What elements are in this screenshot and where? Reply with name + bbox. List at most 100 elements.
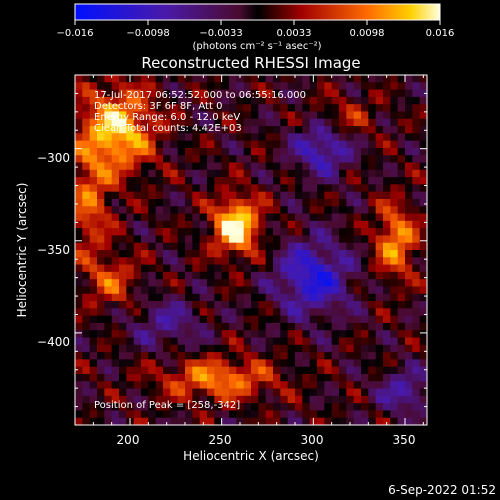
- heatmap-cell: [104, 279, 113, 287]
- heatmap-cell: [287, 373, 296, 382]
- heatmap-cell: [339, 344, 347, 353]
- heatmap-cell: [339, 213, 347, 222]
- heatmap-cell: [309, 279, 318, 287]
- heatmap-cell: [155, 293, 164, 302]
- heatmap-cell: [229, 257, 237, 265]
- heatmap-cell: [185, 344, 193, 353]
- heatmap-cell: [111, 344, 120, 353]
- heatmap-cell: [177, 359, 186, 368]
- heatmap-cell: [75, 104, 83, 112]
- heatmap-cell: [82, 250, 91, 258]
- heatmap-cell: [339, 118, 347, 127]
- heatmap-cell: [111, 96, 120, 105]
- heatmap-cell: [302, 293, 311, 302]
- heatmap-cell: [317, 366, 325, 375]
- heatmap-cell: [207, 111, 215, 120]
- heatmap-cell: [119, 162, 127, 171]
- heatmap-cell: [265, 366, 274, 375]
- heatmap-cell: [295, 264, 303, 273]
- heatmap-cell: [419, 169, 427, 178]
- heatmap-cell: [207, 330, 215, 338]
- heatmap-cell: [287, 250, 296, 258]
- heatmap-cell: [141, 359, 149, 368]
- heatmap-cell: [324, 220, 333, 229]
- heatmap-cell: [339, 155, 347, 163]
- heatmap-cell: [163, 96, 171, 105]
- heatmap-cell: [89, 403, 98, 411]
- heatmap-cell: [177, 126, 186, 134]
- heatmap-cell: [229, 250, 237, 258]
- heatmap-cell: [97, 147, 105, 156]
- heatmap-cell: [133, 417, 142, 425]
- heatmap-cell: [317, 279, 325, 287]
- heatmap-cell: [390, 301, 399, 309]
- heatmap-cell: [397, 242, 406, 251]
- heatmap-cell: [221, 213, 230, 222]
- heatmap-cell: [412, 213, 421, 222]
- heatmap-cell: [251, 293, 259, 302]
- heatmap-cell: [133, 89, 142, 98]
- heatmap-cell: [317, 191, 325, 200]
- heatmap-cell: [221, 417, 230, 425]
- heatmap-cell: [89, 250, 98, 258]
- heatmap-cell: [302, 220, 311, 229]
- heatmap-cell: [375, 198, 384, 207]
- heatmap-cell: [397, 410, 406, 419]
- heatmap-cell: [324, 250, 333, 258]
- heatmap-cell: [229, 118, 237, 127]
- heatmap-cell: [397, 315, 406, 324]
- heatmap-cell: [251, 126, 259, 134]
- heatmap-cell: [273, 264, 281, 273]
- heatmap-cell: [251, 89, 259, 98]
- heatmap-cell: [221, 155, 230, 163]
- heatmap-cell: [383, 206, 391, 214]
- heatmap-cell: [280, 337, 289, 346]
- heatmap-cell: [155, 213, 164, 222]
- heatmap-cell: [317, 133, 325, 142]
- heatmap-cell: [302, 213, 311, 222]
- heatmap-cell: [368, 198, 377, 207]
- heatmap-cell: [163, 381, 171, 389]
- heatmap-cell: [412, 133, 421, 142]
- heatmap-cell: [207, 395, 215, 404]
- heatmap-cell: [133, 337, 142, 346]
- heatmap-cell: [170, 126, 179, 134]
- heatmap-cell: [214, 198, 223, 207]
- heatmap-cell: [331, 344, 340, 353]
- heatmap-cell: [163, 169, 171, 178]
- heatmap-cell: [148, 271, 157, 280]
- heatmap-cell: [214, 403, 223, 411]
- heatmap-cell: [383, 242, 391, 251]
- heatmap-cell: [207, 344, 215, 353]
- heatmap-cell: [236, 133, 245, 142]
- heatmap-cell: [141, 184, 149, 193]
- heatmap-cell: [368, 206, 377, 214]
- heatmap-cell: [141, 352, 149, 360]
- heatmap-cell: [412, 352, 421, 360]
- heatmap-cell: [412, 228, 421, 236]
- heatmap-cell: [280, 242, 289, 251]
- heatmap-cell: [302, 410, 311, 419]
- heatmap-cell: [221, 279, 230, 287]
- heatmap-cell: [397, 257, 406, 265]
- heatmap-cell: [258, 308, 267, 317]
- heatmap-cell: [229, 417, 237, 425]
- heatmap-cell: [163, 162, 171, 171]
- heatmap-cell: [295, 388, 303, 397]
- heatmap-cell: [126, 126, 135, 134]
- heatmap-cell: [221, 206, 230, 214]
- heatmap-cell: [331, 388, 340, 397]
- heatmap-cell: [368, 250, 377, 258]
- heatmap-cell: [280, 162, 289, 171]
- heatmap-cell: [265, 213, 274, 222]
- heatmap-cell: [258, 286, 267, 295]
- heatmap-cell: [346, 373, 355, 382]
- heatmap-cell: [390, 126, 399, 134]
- heatmap-cell: [163, 118, 171, 127]
- heatmap-cell: [170, 257, 179, 265]
- heatmap-cell: [251, 155, 259, 163]
- heatmap-cell: [419, 322, 427, 331]
- heatmap-cell: [317, 177, 325, 185]
- heatmap-cell: [97, 235, 105, 244]
- heatmap-cell: [251, 410, 259, 419]
